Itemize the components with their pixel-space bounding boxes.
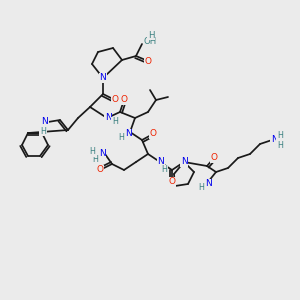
Text: H: H <box>161 166 167 175</box>
Text: N: N <box>271 134 278 143</box>
Text: N: N <box>205 179 212 188</box>
Text: H: H <box>118 134 124 142</box>
Text: N: N <box>100 74 106 82</box>
Text: H: H <box>277 130 283 140</box>
Text: N: N <box>99 149 105 158</box>
Text: O: O <box>112 95 118 104</box>
Text: O: O <box>211 154 218 163</box>
Text: N: N <box>158 158 164 166</box>
Text: H: H <box>198 184 204 193</box>
Text: N: N <box>181 158 188 166</box>
Text: OH: OH <box>144 37 157 46</box>
Text: H: H <box>277 140 283 149</box>
Text: N: N <box>124 130 131 139</box>
Text: O: O <box>169 178 176 187</box>
Text: H: H <box>40 127 46 136</box>
Text: N: N <box>42 118 48 127</box>
Text: H: H <box>112 118 118 127</box>
Text: O: O <box>121 95 128 104</box>
Text: O: O <box>97 166 104 175</box>
Text: O: O <box>149 130 157 139</box>
Text: O: O <box>145 56 152 65</box>
Text: H: H <box>92 155 98 164</box>
Text: H: H <box>148 31 154 40</box>
Text: H: H <box>89 148 95 157</box>
Text: N: N <box>105 113 111 122</box>
